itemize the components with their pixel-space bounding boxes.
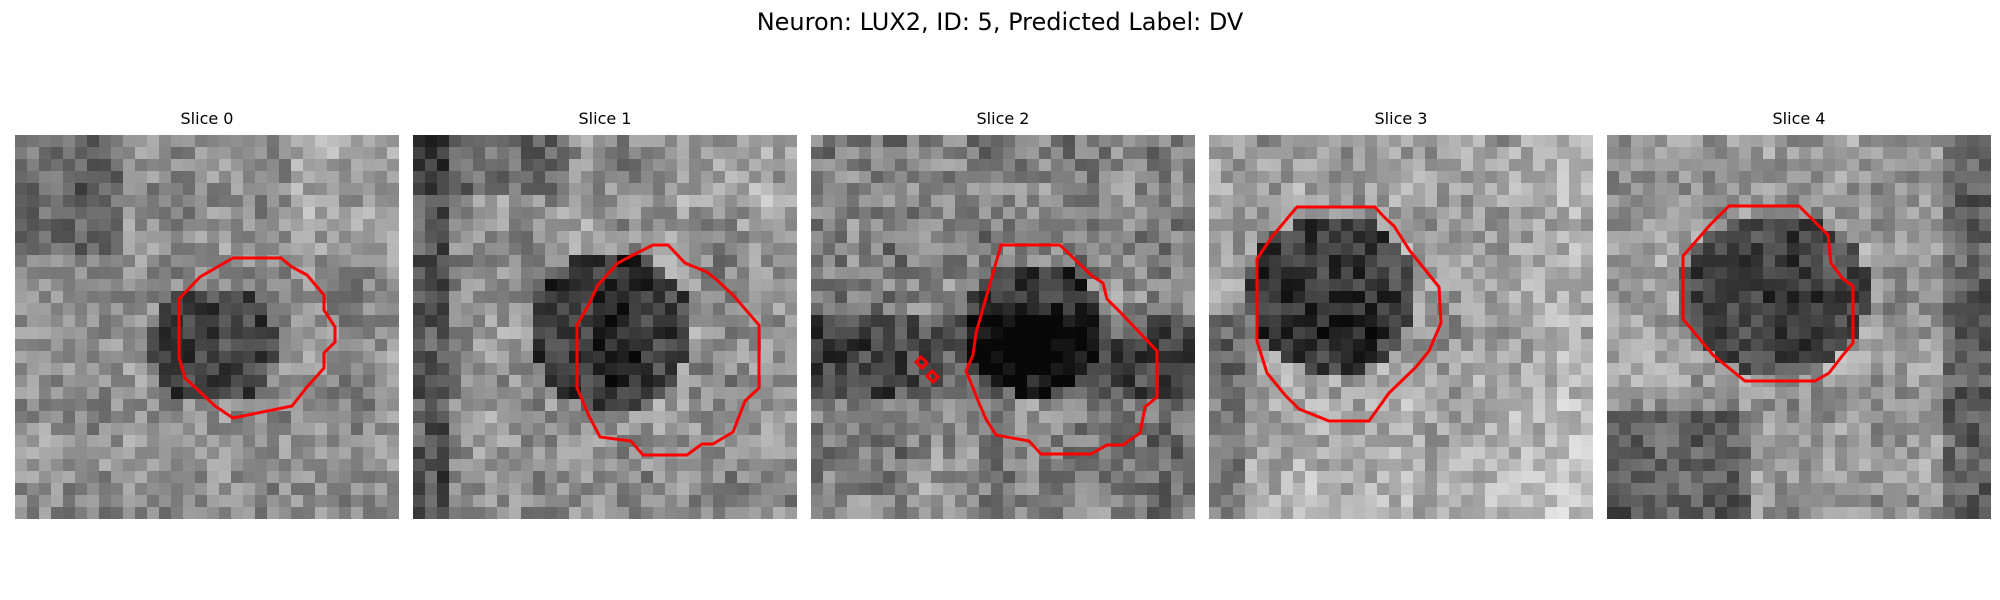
microscopy-image-2: [811, 135, 1195, 519]
slice-image-0: [15, 135, 399, 519]
microscopy-image-1: [413, 135, 797, 519]
roi-contour-svg-0: [177, 256, 337, 420]
microscopy-image-3: [1209, 135, 1593, 519]
roi-contour-svg-4: [1681, 204, 1855, 383]
slice-panel-3: Slice 3: [1209, 107, 1593, 519]
roi-contour-3: [1255, 205, 1443, 423]
slice-panel-2: Slice 2: [811, 107, 1195, 519]
slice-title-0: Slice 0: [180, 109, 234, 128]
slice-image-1: [413, 135, 797, 519]
roi-contour-svg-1: [575, 243, 761, 457]
slice-panel-0: Slice 0: [15, 107, 399, 519]
slice-panel-1: Slice 1: [413, 107, 797, 519]
roi-contour-4: [1681, 204, 1855, 383]
figure-title: Neuron: LUX2, ID: 5, Predicted Label: DV: [756, 8, 1244, 36]
roi-contour-1: [575, 243, 761, 457]
slice-title-1: Slice 1: [578, 109, 632, 128]
roi-contour-svg-3: [1255, 205, 1443, 423]
slice-panel-4: Slice 4: [1607, 107, 1991, 519]
slice-title-3: Slice 3: [1374, 109, 1428, 128]
roi-contour-2: [964, 243, 1159, 456]
roi-contour-0: [177, 256, 337, 420]
roi-contour-svg-2: [913, 243, 1159, 456]
slice-title-4: Slice 4: [1772, 109, 1826, 128]
slice-image-3: [1209, 135, 1593, 519]
slice-image-2: [811, 135, 1195, 519]
slice-title-2: Slice 2: [976, 109, 1030, 128]
slice-image-4: [1607, 135, 1991, 519]
microscopy-image-4: [1607, 135, 1991, 519]
roi-contour-2-fragment-b: [924, 368, 941, 385]
roi-contour-2-fragment-a: [913, 354, 930, 371]
